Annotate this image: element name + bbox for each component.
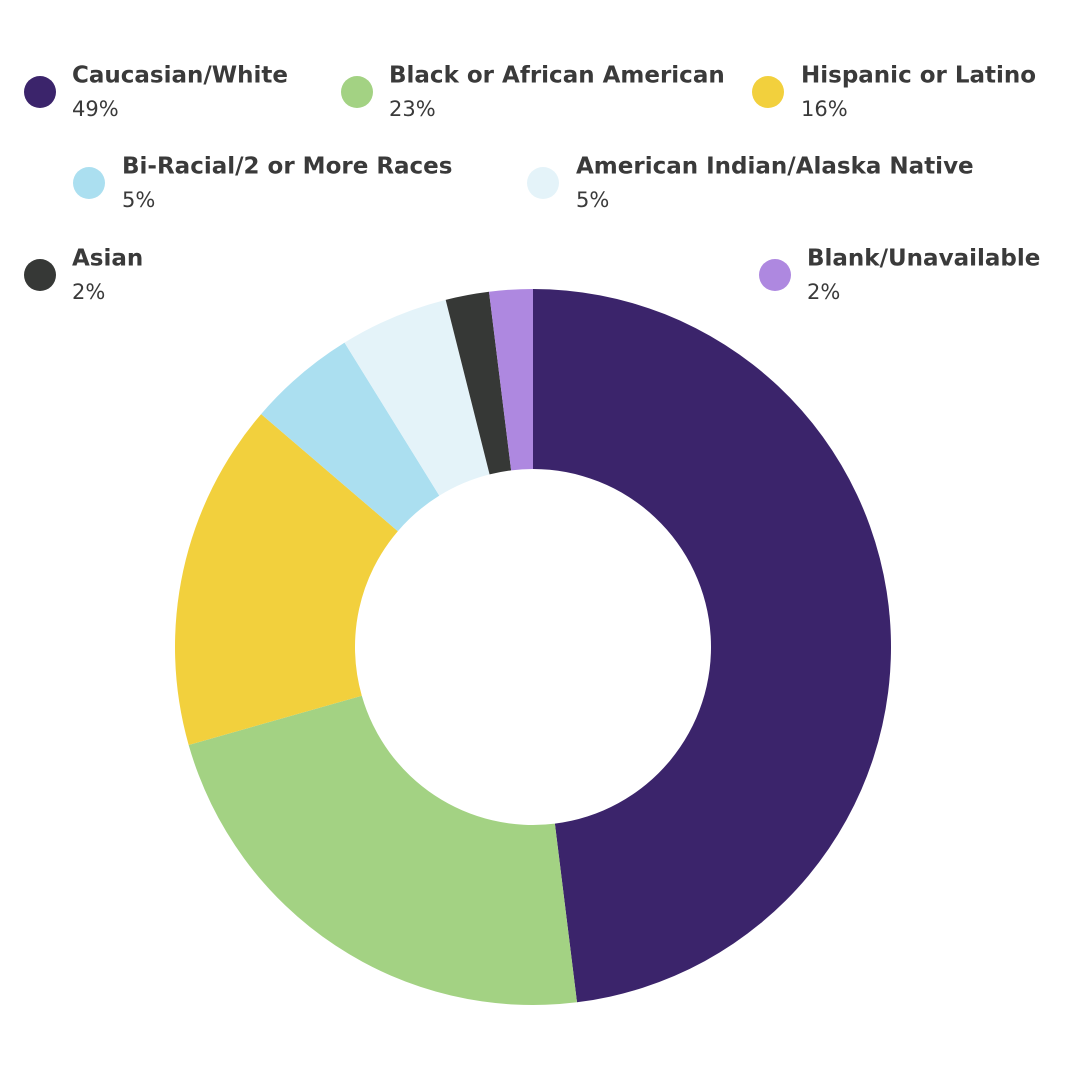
- legend-value: 2%: [807, 280, 840, 304]
- legend-swatch: [24, 259, 56, 291]
- legend-label: Blank/Unavailable: [807, 246, 1040, 272]
- donut-slice: [533, 289, 892, 1003]
- legend-label: American Indian/Alaska Native: [576, 154, 974, 180]
- legend-swatch: [341, 76, 373, 108]
- legend-swatch: [24, 76, 56, 108]
- legend-label: Black or African American: [389, 63, 725, 89]
- legend-swatch: [73, 167, 105, 199]
- legend-label: Caucasian/White: [72, 63, 288, 89]
- legend-value: 16%: [801, 97, 848, 121]
- legend-label: Asian: [72, 246, 143, 272]
- donut-slice: [445, 291, 512, 475]
- legend-value: 2%: [72, 280, 105, 304]
- donut-slice: [344, 299, 490, 496]
- donut-slice: [261, 342, 440, 532]
- legend-value: 5%: [122, 188, 155, 212]
- legend-label: Hispanic or Latino: [801, 63, 1036, 89]
- legend-value: 5%: [576, 188, 609, 212]
- donut-slice: [174, 414, 398, 745]
- legend-label: Bi-Racial/2 or More Races: [122, 154, 452, 180]
- donut-slice: [188, 695, 577, 1005]
- donut-slice: [489, 289, 533, 471]
- legend-swatch: [759, 259, 791, 291]
- legend-value: 49%: [72, 97, 119, 121]
- legend-swatch: [752, 76, 784, 108]
- legend-value: 23%: [389, 97, 436, 121]
- legend-swatch: [527, 167, 559, 199]
